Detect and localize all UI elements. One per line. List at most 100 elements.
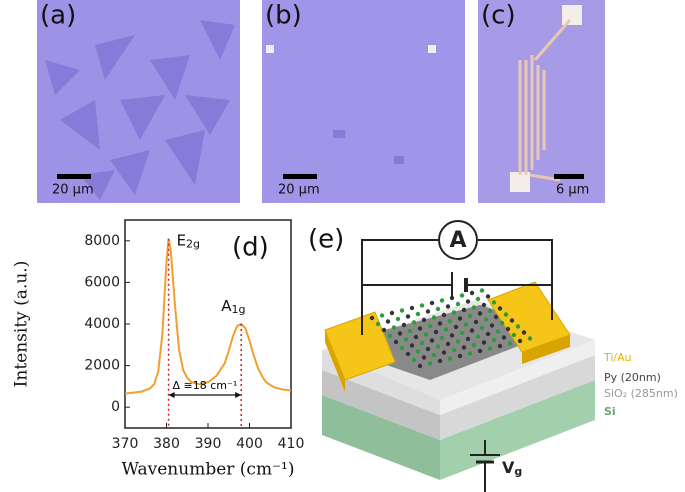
- atom: [459, 293, 465, 298]
- atom: [405, 314, 411, 319]
- atom: [489, 323, 495, 328]
- atom: [455, 301, 461, 307]
- atom: [381, 327, 387, 333]
- scale-label: 20 μm: [52, 183, 94, 198]
- atom: [499, 320, 505, 326]
- atom: [437, 358, 443, 364]
- atom: [427, 361, 433, 366]
- atom: [387, 333, 393, 339]
- atom: [445, 341, 451, 347]
- marker: [266, 45, 274, 53]
- scale-bar: [554, 174, 584, 179]
- atom: [401, 322, 407, 328]
- atom: [505, 326, 511, 332]
- atom: [403, 337, 409, 342]
- atom: [425, 346, 431, 352]
- panel-label: (e): [308, 225, 344, 255]
- marker: [428, 45, 436, 53]
- atom: [475, 296, 481, 302]
- peak-sub: 1g: [231, 303, 245, 316]
- atom: [439, 335, 445, 341]
- layer-label: Py (20nm): [604, 371, 661, 384]
- scale-label: 6 μm: [556, 183, 589, 198]
- atom: [443, 327, 449, 332]
- scale-label: 20 μm: [278, 183, 320, 198]
- peak-text: E: [177, 231, 186, 249]
- layer-label: Si: [604, 405, 616, 418]
- atom: [451, 310, 457, 315]
- atom: [431, 315, 437, 320]
- atom: [491, 300, 497, 305]
- atom: [389, 310, 395, 316]
- atom: [441, 312, 447, 318]
- panel-label: (a): [40, 1, 76, 31]
- y-tick-label: 6000: [84, 274, 120, 290]
- flake: [333, 130, 345, 138]
- atom: [479, 325, 485, 331]
- layer-label: SiO₂ (285nm): [604, 387, 678, 400]
- atom: [515, 324, 521, 329]
- contact-pad: [562, 5, 582, 25]
- atom: [411, 320, 417, 325]
- atom: [399, 345, 405, 351]
- atom: [435, 344, 441, 349]
- gate-sub: g: [514, 465, 522, 478]
- atom: [395, 316, 401, 322]
- atom: [445, 304, 451, 309]
- atom: [485, 331, 491, 337]
- x-axis-title: Wavenumber (cm⁻¹): [122, 460, 295, 480]
- atom: [427, 323, 433, 329]
- x-tick-label: 400: [236, 436, 263, 452]
- atom: [421, 355, 427, 360]
- peak-label: A1g: [221, 297, 245, 317]
- atom: [379, 313, 385, 318]
- atom: [461, 345, 467, 350]
- device-schematic: A Vg Ti/Au Py (20nm) SiO₂ (285nm) Si: [322, 220, 678, 492]
- atom: [453, 324, 459, 330]
- atom: [411, 357, 417, 363]
- flake: [394, 156, 404, 164]
- atom: [407, 328, 413, 334]
- atom: [409, 305, 415, 311]
- atom: [429, 300, 435, 306]
- atom: [447, 318, 453, 324]
- atom: [487, 346, 493, 351]
- gate-label: Vg: [502, 458, 522, 479]
- atom: [465, 336, 471, 342]
- atom: [461, 307, 467, 313]
- atom: [437, 321, 443, 326]
- y-tick-label: 0: [111, 399, 120, 415]
- atom: [471, 305, 477, 310]
- peak-sub: 2g: [186, 238, 200, 251]
- atom: [467, 313, 473, 319]
- spectrum-line: [124, 238, 292, 395]
- atom: [417, 363, 423, 369]
- atom: [441, 350, 447, 355]
- atom: [527, 336, 533, 341]
- atom: [423, 332, 429, 337]
- atom: [507, 341, 513, 346]
- atom: [451, 347, 457, 353]
- peak-text: A: [221, 297, 232, 315]
- atom: [447, 356, 453, 361]
- atom: [481, 302, 487, 308]
- atom: [501, 335, 507, 340]
- atom: [375, 321, 381, 327]
- y-tick-label: 8000: [84, 233, 120, 249]
- atom: [455, 339, 461, 344]
- atom: [511, 332, 517, 338]
- ammeter-label: A: [449, 228, 466, 253]
- atom: [393, 339, 399, 345]
- atom: [421, 317, 427, 323]
- atom: [459, 330, 465, 336]
- atom: [495, 329, 501, 334]
- atom: [487, 308, 493, 314]
- atom: [479, 288, 485, 293]
- scale-bar: [283, 174, 317, 179]
- x-tick-label: 380: [153, 436, 180, 452]
- atom: [433, 329, 439, 335]
- atom: [405, 351, 411, 357]
- atom: [509, 318, 515, 323]
- atom: [473, 319, 479, 325]
- atom: [425, 309, 431, 314]
